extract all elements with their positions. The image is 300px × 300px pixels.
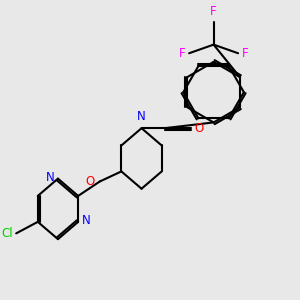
Text: Cl: Cl: [1, 227, 13, 240]
Text: O: O: [195, 122, 204, 135]
Text: N: N: [82, 214, 90, 227]
Text: F: F: [210, 5, 217, 18]
Text: F: F: [179, 47, 186, 60]
Text: N: N: [137, 110, 146, 123]
Text: N: N: [46, 171, 55, 184]
Text: F: F: [242, 47, 248, 60]
Text: O: O: [85, 175, 94, 188]
